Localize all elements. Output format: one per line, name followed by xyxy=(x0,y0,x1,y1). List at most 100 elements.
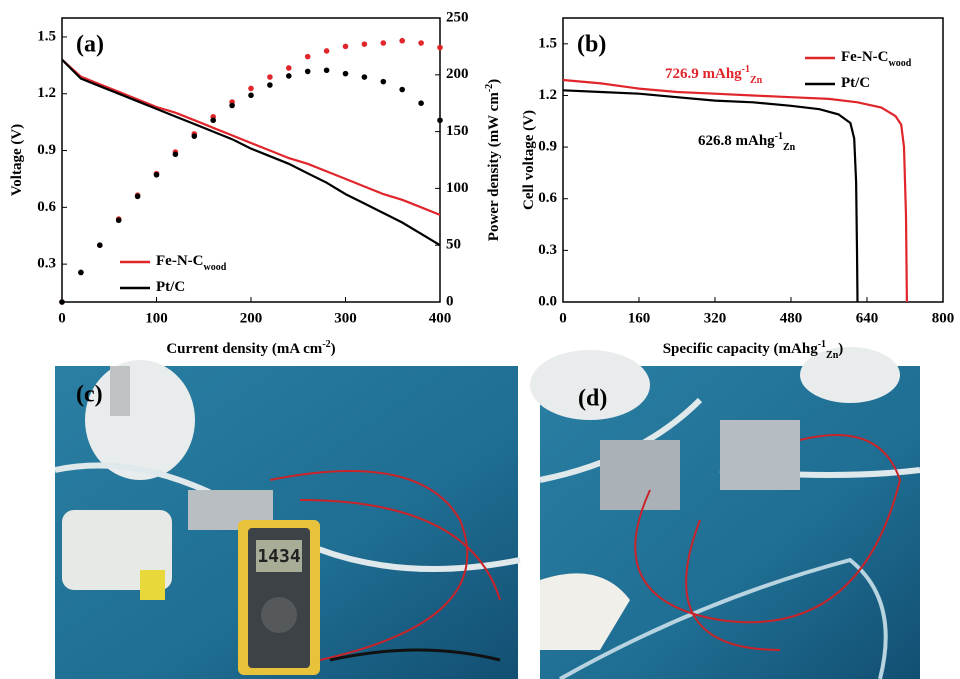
power-point xyxy=(342,43,349,50)
power-point xyxy=(323,67,330,74)
power-point xyxy=(342,70,349,77)
x-tick-label: 320 xyxy=(704,310,727,326)
annotation-part: Zn xyxy=(783,142,796,153)
power-point xyxy=(172,151,179,158)
power-point xyxy=(437,117,443,124)
panel-label: (d) xyxy=(578,386,607,412)
panel-label: (b) xyxy=(577,32,606,58)
power-point xyxy=(418,40,424,46)
annotation-part: -1 xyxy=(742,64,750,75)
x-tick-label: 200 xyxy=(240,310,263,326)
power-point xyxy=(229,102,235,109)
x-tick-label: 480 xyxy=(780,310,803,326)
legend-label: Pt/C xyxy=(841,75,870,91)
panel-label: (a) xyxy=(76,32,104,58)
legend-label: Fe-N-Cwood xyxy=(156,253,227,272)
y-tick-label: 0.9 xyxy=(37,142,56,158)
y-tick-label: 1.5 xyxy=(538,35,557,51)
x-axis-label-part: -1 xyxy=(818,339,826,350)
power-point xyxy=(286,73,292,79)
power-point xyxy=(134,193,141,200)
y2-tick-label: 50 xyxy=(446,237,461,253)
x-tick-label: 300 xyxy=(334,310,357,326)
y-tick-label: 0.6 xyxy=(37,199,56,215)
y2-tick-label: 150 xyxy=(446,123,469,139)
power-point xyxy=(191,133,198,139)
series-line xyxy=(61,58,441,247)
power-point xyxy=(59,299,65,305)
y2-axis-label: Power density (mW cm-2) xyxy=(484,79,503,241)
power-point xyxy=(361,41,368,47)
x-tick-label: 400 xyxy=(429,310,452,326)
y-tick-label: 1.5 xyxy=(37,28,56,44)
annotation: 626.8 mAhg-1Zn xyxy=(698,131,796,153)
power-point xyxy=(248,92,254,99)
legend-name: Pt/C xyxy=(841,75,870,91)
x-axis-label-part: Current density (mA cm xyxy=(166,341,322,357)
series-line xyxy=(61,58,441,216)
power-point xyxy=(323,48,330,54)
annotation-part: -1 xyxy=(775,131,783,142)
x-tick-label: 100 xyxy=(145,310,168,326)
power-point xyxy=(380,40,387,46)
y2-tick-label: 0 xyxy=(446,293,454,309)
multimeter-display: 1434 xyxy=(257,546,301,567)
power-point xyxy=(248,85,254,92)
y2-tick-label: 200 xyxy=(446,66,469,82)
power-point xyxy=(399,37,406,44)
y-tick-label: 1.2 xyxy=(37,85,56,101)
x-tick-label: 0 xyxy=(58,310,66,326)
x-axis-label-part: ) xyxy=(838,341,843,357)
x-axis-label-part: Zn xyxy=(826,350,839,361)
y-axis-label-part: Voltage (V) xyxy=(9,124,25,196)
y-tick-label: 0.9 xyxy=(538,139,557,155)
power-point xyxy=(267,82,273,88)
x-tick-label: 160 xyxy=(628,310,651,326)
annotation-part: 626.8 mAhg xyxy=(698,133,775,149)
legend-name: Pt/C xyxy=(156,279,185,295)
legend-name: Fe-N-C xyxy=(156,253,203,269)
y-axis-label-part: Cell voltage (V) xyxy=(521,110,537,210)
power-point xyxy=(380,78,387,85)
y2-axis-label-part: Power density (mW cm xyxy=(486,92,502,242)
legend-name-sub: wood xyxy=(203,262,226,273)
x-tick-label: 0 xyxy=(559,310,567,326)
power-point xyxy=(286,65,292,71)
y-axis-label: Voltage (V) xyxy=(9,124,25,196)
power-point xyxy=(399,86,406,93)
annotation: 726.9 mAhg-1Zn xyxy=(665,64,763,86)
legend-label: Fe-N-Cwood xyxy=(841,49,912,68)
y-tick-label: 0.6 xyxy=(538,190,557,206)
series-line xyxy=(562,78,908,303)
power-point xyxy=(78,269,84,276)
legend-name-sub: wood xyxy=(888,58,911,69)
x-axis-label-part: ) xyxy=(331,341,336,357)
x-axis-label-part: -2 xyxy=(322,339,330,350)
x-tick-label: 640 xyxy=(856,310,879,326)
y2-tick-label: 250 xyxy=(446,9,469,25)
y-tick-label: 0.0 xyxy=(538,293,557,309)
photo-d: (d) xyxy=(530,347,921,679)
y2-axis-label-part: ) xyxy=(486,79,502,84)
panel-label: (c) xyxy=(76,382,103,408)
x-axis-label: Current density (mA cm-2) xyxy=(166,339,335,358)
power-point xyxy=(437,44,443,51)
x-axis-label-part: Specific capacity (mAhg xyxy=(663,341,818,357)
y2-tick-label: 100 xyxy=(446,180,469,196)
legend-label: Pt/C xyxy=(156,279,185,295)
y-tick-label: 0.3 xyxy=(37,256,56,272)
y2-axis-label-part: -2 xyxy=(484,84,495,92)
power-point xyxy=(304,53,311,60)
plot-frame xyxy=(61,17,441,303)
series-line xyxy=(562,89,859,303)
power-point xyxy=(210,117,216,124)
power-point xyxy=(153,171,160,178)
y-axis-label: Cell voltage (V) xyxy=(521,110,537,210)
annotation-part: 726.9 mAhg xyxy=(665,66,742,82)
x-tick-label: 800 xyxy=(932,310,955,326)
power-point xyxy=(304,68,311,75)
power-point xyxy=(418,100,424,106)
x-axis-label: Specific capacity (mAhg-1Zn) xyxy=(663,339,844,361)
power-point xyxy=(115,217,122,224)
